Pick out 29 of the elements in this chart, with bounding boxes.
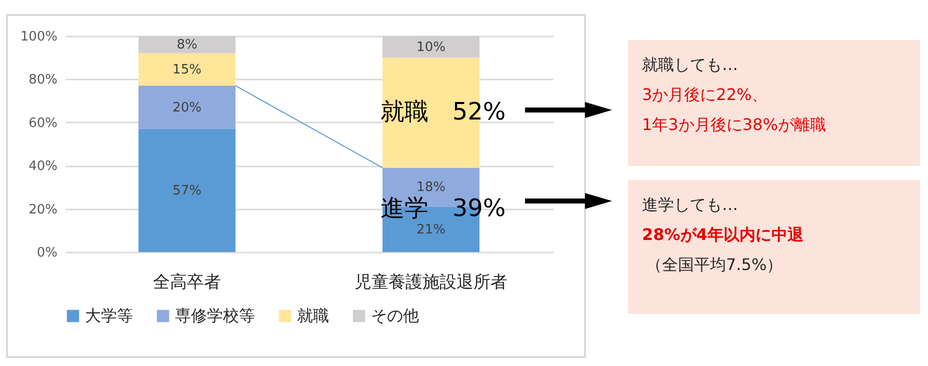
y-tick-label: 60% [28,116,58,131]
data-label: 10% [416,40,446,55]
text: （全国平均7.5%） [645,254,784,276]
legend-label: 大学等 [85,306,133,325]
text: 28%が4年以内に中退 [642,224,804,246]
legend-label: 専修学校等 [175,306,255,325]
y-tick-label: 80% [28,72,58,88]
y-tick-label: 20% [28,202,58,218]
legend-label: 就職 [297,306,329,325]
text: 就職しても… [642,54,739,76]
y-tick-label: 40% [28,159,58,174]
data-label: 8% [176,38,198,53]
data-label: 18% [416,180,446,196]
bar [138,86,236,129]
y-tick-label: 0% [36,246,58,260]
data-label: 15% [172,62,202,78]
text: 3か月後に22%、 [642,84,769,106]
x-tick-label: 児童養護施設退所者 [354,272,508,292]
y-tick-label: 100% [20,30,58,44]
bar [138,53,236,86]
x-tick-label: 全高卒者 [153,272,221,292]
text: 1年3か月後に38%が離職 [642,114,827,136]
text: 進学しても… [642,194,739,216]
legend-label: その他 [371,306,419,325]
data-label: 20% [172,100,202,116]
annotation: 就職 52% [380,98,506,126]
data-label: 21% [416,222,446,238]
bar [138,128,236,252]
data-label: 57% [172,183,202,198]
